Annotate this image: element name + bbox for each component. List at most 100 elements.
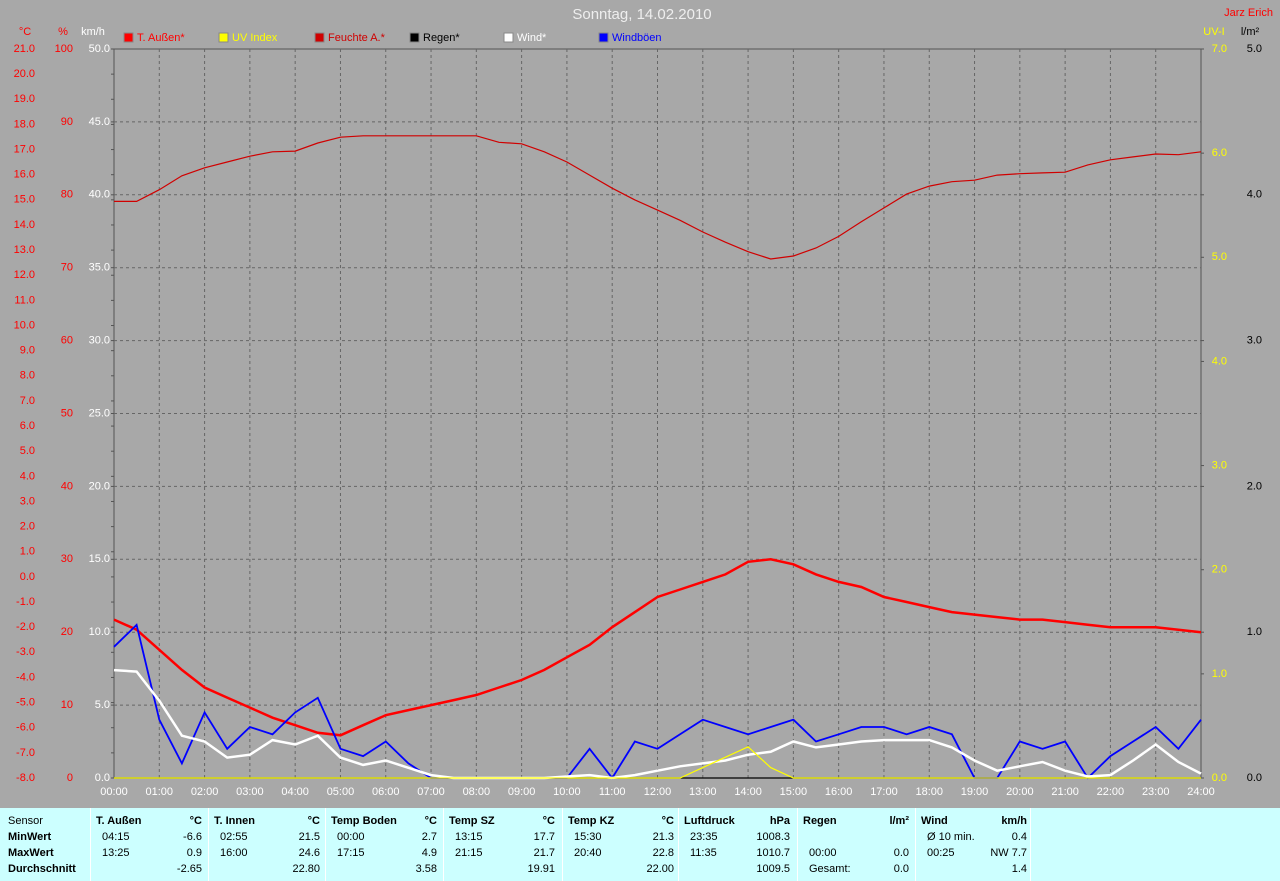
stat-time: 23:35 [690,831,718,843]
y-tick-label: 5.0 [95,699,110,711]
axis-title: % [58,26,68,38]
stat-value: 21.3 [652,831,674,843]
x-tick-label: 08:00 [463,786,491,798]
y-tick-label: -4.0 [16,671,35,683]
y-tick-label: 20 [61,626,73,638]
y-tick-label: 80 [61,189,73,201]
stat-value: 24.6 [298,847,320,859]
axis-title: km/h [81,26,105,38]
stat-value: 22.8 [652,847,674,859]
x-tick-label: 11:00 [599,786,626,798]
axis-title: °C [19,26,31,38]
separator [325,808,326,881]
stat-time: 02:55 [220,831,248,843]
y-tick-label: -5.0 [16,696,35,708]
stat-time: 00:00 [809,847,837,859]
stat-value: 17.7 [533,831,555,843]
y-tick-label: 7.0 [20,395,35,407]
y-tick-label: 2.0 [1212,564,1227,576]
y-tick-label: 100 [55,43,73,55]
group-unit: °C [542,815,555,827]
stat-value: 4.9 [421,847,437,859]
series-line [113,558,1202,737]
stat-value: 1008.3 [756,831,790,843]
y-tick-label: 15.0 [89,553,110,565]
y-tick-label: 3.0 [1212,459,1227,471]
y-tick-label: 30.0 [89,335,110,347]
legend-swatch [218,32,229,43]
stat-value: 1009.5 [756,863,790,875]
separator [90,808,91,881]
stat-value: 1010.7 [756,847,790,859]
stat-value: 22.80 [292,863,320,875]
x-tick-label: 20:00 [1006,786,1034,798]
stat-time: 17:15 [337,847,365,859]
y-tick-label: 15.0 [14,194,35,206]
stat-time: 00:00 [337,831,365,843]
legend-label: Windböen [612,32,662,44]
y-tick-label: 7.0 [1212,43,1227,55]
y-tick-label: 60 [61,335,73,347]
stat-time: 21:15 [455,847,483,859]
x-tick-label: 21:00 [1051,786,1079,798]
stat-time: 20:40 [574,847,602,859]
group-unit: l/m² [889,815,909,827]
x-tick-label: 15:00 [780,786,808,798]
group-name: Regen [803,815,837,827]
y-tick-label: 2.0 [20,521,35,533]
y-tick-label: 11.0 [14,294,35,306]
legend-swatch [598,32,609,43]
x-tick-label: 14:00 [734,786,762,798]
y-tick-label: 3.0 [20,495,35,507]
group-unit: °C [189,815,202,827]
y-tick-label: 0.0 [20,571,35,583]
stat-time: Ø 10 min. [927,831,975,843]
legend-label: Regen* [423,32,460,44]
y-tick-label: 50.0 [89,43,110,55]
x-tick-label: 10:00 [553,786,581,798]
legend-swatch [503,32,514,43]
y-tick-label: 10 [61,699,73,711]
y-tick-label: -1.0 [16,596,35,608]
y-tick-label: 5.0 [20,445,35,457]
legend-label: UV Index [232,32,278,44]
y-tick-label: -8.0 [16,772,35,784]
y-tick-label: 13.0 [14,244,35,256]
x-tick-label: 16:00 [825,786,853,798]
group-unit: °C [307,815,320,827]
y-tick-label: 25.0 [89,407,110,419]
stat-time: 11:35 [690,847,717,859]
x-tick-label: 04:00 [281,786,309,798]
y-tick-label: 14.0 [14,219,35,231]
separator [562,808,563,881]
legend-swatch [409,32,420,43]
y-tick-label: 4.0 [20,470,35,482]
y-tick-label: 8.0 [20,370,35,382]
stat-value: 0.4 [1011,831,1027,843]
separator [797,808,798,881]
separator [915,808,916,881]
x-tick-label: 19:00 [961,786,989,798]
y-tick-label: 1.0 [1247,626,1262,638]
x-tick-label: 07:00 [417,786,445,798]
y-tick-label: 0 [67,772,73,784]
chart-title: Sonntag, 14.02.2010 [572,6,711,23]
y-tick-label: 10.0 [14,319,35,331]
y-tick-label: -7.0 [16,747,35,759]
group-name: Temp KZ [568,815,615,827]
group-unit: hPa [769,815,790,827]
y-tick-label: 50 [61,407,73,419]
stat-value: 1.4 [1011,863,1027,875]
stat-time: 13:25 [102,847,130,859]
y-tick-label: 9.0 [20,345,35,357]
chart: Sonntag, 14.02.2010 Jarz Erich °C % km/h… [14,6,1273,798]
y-tick-label: -2.0 [16,621,35,633]
y-tick-label: -6.0 [16,722,35,734]
row-label: MaxWert [8,847,54,859]
y-tick-label: 35.0 [89,262,110,274]
x-tick-label: 22:00 [1097,786,1125,798]
axis-title: l/m² [1241,26,1260,38]
stat-time: 00:25 [927,847,955,859]
stat-time: 15:30 [574,831,602,843]
